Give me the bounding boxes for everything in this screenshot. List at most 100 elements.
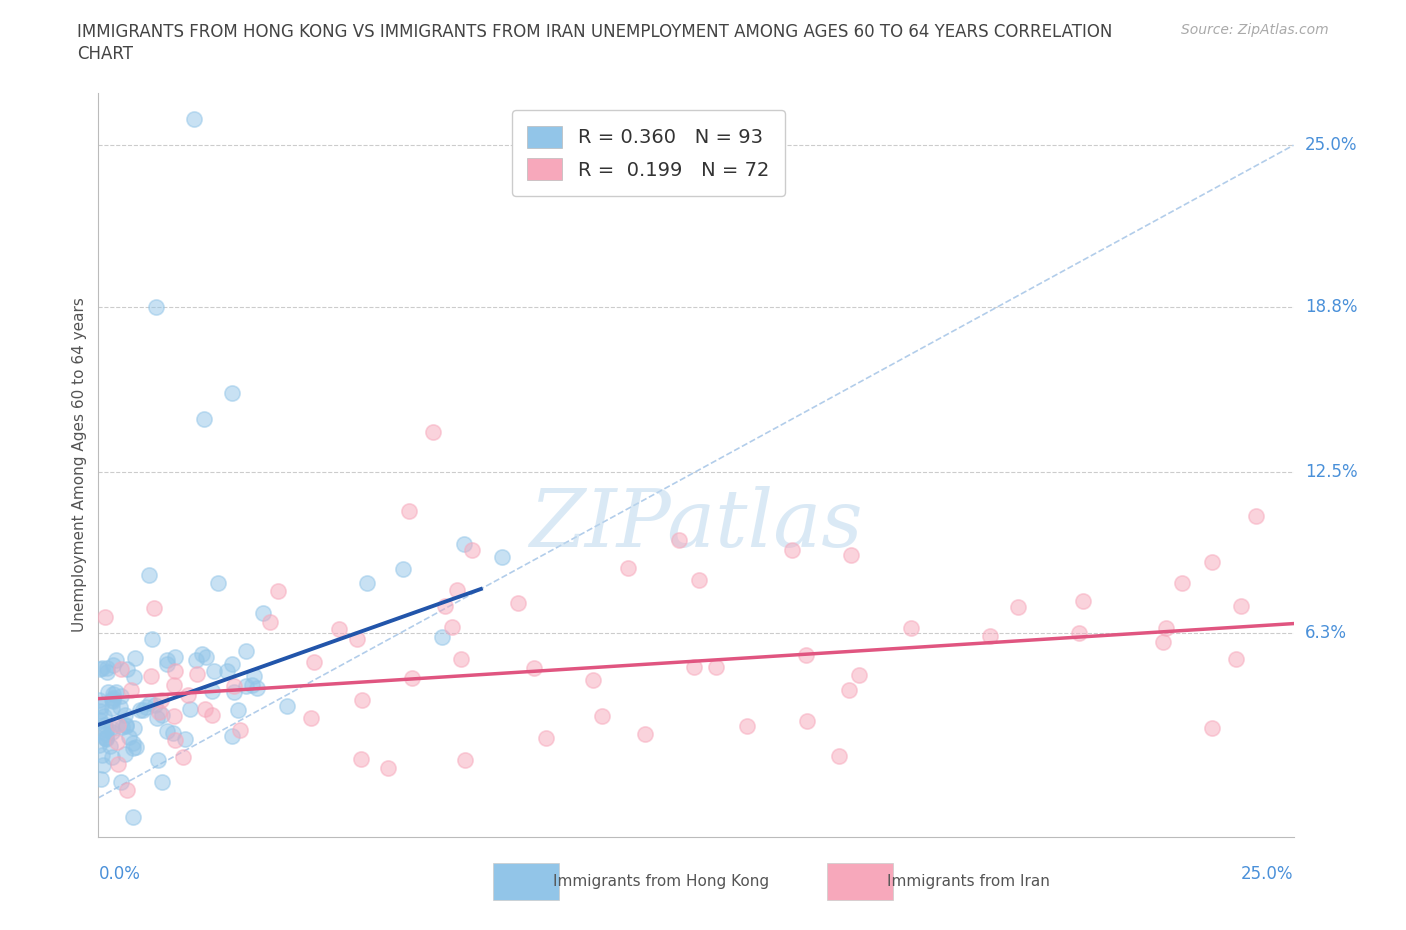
Point	[108, 699, 131, 714]
Point	[668, 532, 690, 547]
Point	[173, 732, 195, 747]
Point	[221, 386, 243, 401]
Point	[110, 689, 132, 704]
Point	[125, 739, 148, 754]
Point	[94, 717, 117, 732]
Point	[401, 671, 423, 685]
Point	[107, 718, 129, 733]
Point	[110, 775, 132, 790]
FancyBboxPatch shape	[494, 863, 558, 900]
Point	[163, 663, 186, 678]
Point	[165, 733, 187, 748]
Point	[105, 652, 128, 667]
Point	[356, 576, 378, 591]
Point	[491, 550, 513, 565]
Point	[101, 687, 124, 702]
Point	[191, 646, 214, 661]
Point	[186, 667, 208, 682]
Point	[148, 705, 170, 720]
Point	[129, 702, 152, 717]
Point	[193, 412, 215, 427]
Point	[122, 720, 145, 735]
Point	[96, 685, 118, 700]
Point	[1229, 598, 1251, 613]
Point	[446, 582, 468, 597]
Point	[94, 609, 117, 624]
Point	[146, 711, 169, 725]
Point	[94, 723, 117, 737]
Point	[523, 661, 546, 676]
Point	[194, 649, 217, 664]
Point	[633, 726, 655, 741]
Point	[91, 661, 114, 676]
Point	[1152, 635, 1174, 650]
Point	[111, 719, 134, 734]
Point	[101, 690, 124, 705]
Point	[96, 660, 118, 675]
Point	[156, 657, 179, 671]
Point	[104, 684, 127, 699]
Point	[441, 619, 464, 634]
Point	[235, 644, 257, 658]
Point	[177, 687, 200, 702]
Point	[450, 652, 472, 667]
Point	[114, 747, 136, 762]
Point	[398, 503, 420, 518]
Point	[1007, 600, 1029, 615]
Point	[172, 750, 194, 764]
Point	[534, 731, 557, 746]
Point	[240, 677, 263, 692]
Point	[461, 543, 484, 558]
Text: IMMIGRANTS FROM HONG KONG VS IMMIGRANTS FROM IRAN UNEMPLOYMENT AMONG AGES 60 TO : IMMIGRANTS FROM HONG KONG VS IMMIGRANTS …	[77, 23, 1112, 41]
Point	[118, 729, 141, 744]
Point	[217, 663, 239, 678]
Point	[259, 615, 281, 630]
Point	[304, 655, 326, 670]
Point	[115, 662, 138, 677]
Point	[183, 112, 205, 126]
Text: 25.0%: 25.0%	[1241, 865, 1294, 883]
Point	[131, 702, 153, 717]
Point	[165, 649, 187, 664]
Point	[454, 752, 477, 767]
Point	[163, 678, 186, 693]
Point	[591, 709, 613, 724]
Point	[143, 601, 166, 616]
Point	[100, 700, 122, 715]
Point	[121, 809, 143, 824]
Point	[202, 663, 225, 678]
Point	[145, 299, 167, 314]
Point	[89, 661, 111, 676]
Point	[704, 659, 727, 674]
Point	[267, 584, 290, 599]
Point	[252, 605, 274, 620]
Point	[162, 708, 184, 723]
Text: 6.3%: 6.3%	[1305, 624, 1347, 643]
Point	[506, 596, 529, 611]
Point	[328, 621, 350, 636]
Point	[221, 728, 243, 743]
Point	[780, 542, 803, 557]
Text: 25.0%: 25.0%	[1305, 136, 1357, 154]
Point	[377, 760, 399, 775]
Point	[184, 653, 207, 668]
Point	[430, 630, 453, 644]
Point	[146, 752, 169, 767]
Point	[90, 772, 112, 787]
Text: 12.5%: 12.5%	[1305, 462, 1357, 481]
Point	[582, 672, 605, 687]
Point	[617, 560, 640, 575]
Point	[433, 598, 456, 613]
Point	[90, 698, 112, 713]
Point	[179, 701, 201, 716]
Point	[115, 719, 138, 734]
Point	[838, 683, 860, 698]
Point	[150, 774, 173, 789]
Point	[94, 726, 117, 741]
Point	[101, 693, 124, 708]
Point	[138, 567, 160, 582]
Point	[156, 724, 179, 738]
Point	[201, 684, 224, 698]
Point	[1225, 652, 1247, 667]
Point	[1071, 593, 1094, 608]
